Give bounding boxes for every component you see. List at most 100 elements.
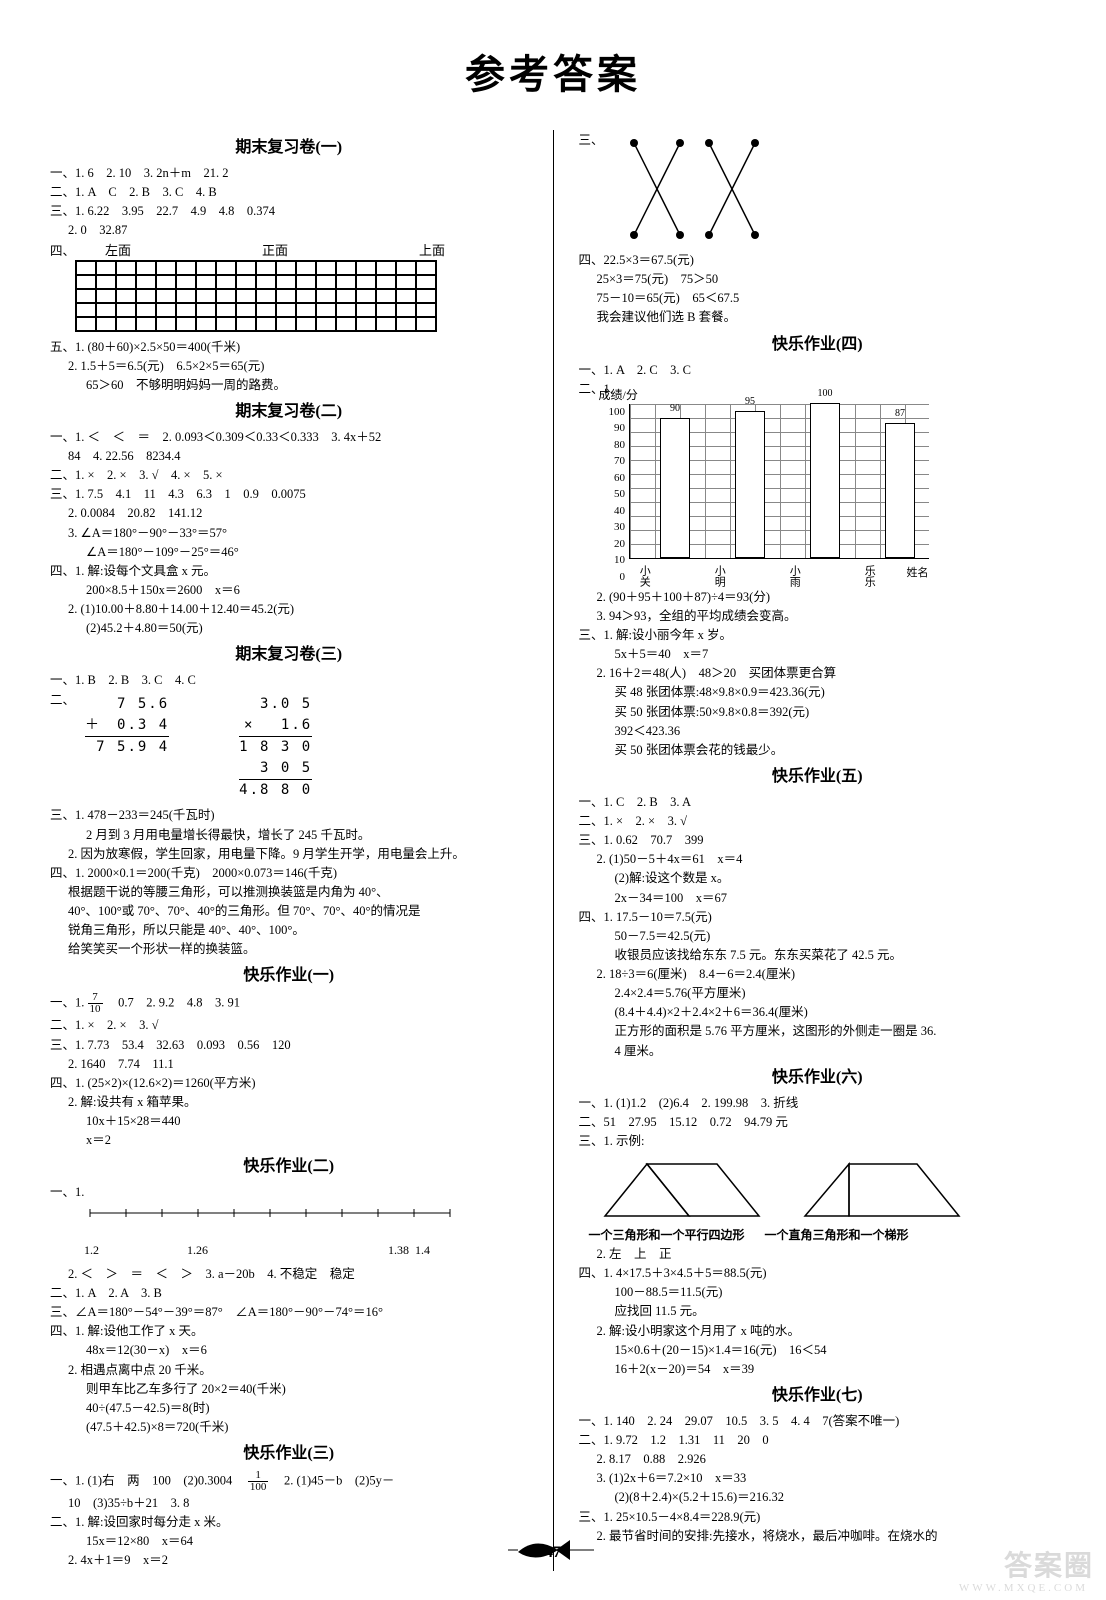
- text-line: 二、1. 9.72 1.2 1.31 11 20 0: [579, 1431, 1057, 1449]
- nl-label: 1.4: [415, 1241, 430, 1259]
- text-line: 买 48 张团体票:48×9.8×0.9＝423.36(元): [579, 683, 1057, 701]
- text-line: (2)(8＋2.4)×(5.2＋15.6)＝216.32: [579, 1488, 1057, 1506]
- shape-caption: 一个三角形和一个平行四边形: [589, 1226, 745, 1244]
- text-line: 三、1. 7.5 4.1 11 4.3 6.3 1 0.9 0.0075: [50, 485, 528, 503]
- text: 一、1.: [50, 996, 84, 1010]
- section-header: 快乐作业(二): [50, 1155, 528, 1179]
- text-line: 二、51 27.95 15.12 0.72 94.79 元: [579, 1113, 1057, 1131]
- text-line: 2x－34＝100 x＝67: [579, 889, 1057, 907]
- text-line: 3. 94＞93，全组的平均成绩会变高。: [579, 607, 1057, 625]
- text-line: 买 50 张团体票会花的钱最少。: [579, 741, 1057, 759]
- text-line: 40°、100°或 70°、70°、40°的三角形。但 70°、70°、40°的…: [50, 902, 528, 920]
- section-header: 期末复习卷(二): [50, 400, 528, 424]
- text-line: 我会建议他们选 B 套餐。: [579, 308, 1057, 326]
- chart-ylabel: 成绩/分: [599, 386, 638, 404]
- text: 0.7 2. 9.2 4.8 3. 91: [106, 996, 240, 1010]
- view-label: 左面: [105, 241, 131, 261]
- text-line: 200×8.5＋150x＝2600 x＝6: [50, 581, 528, 599]
- page-number: 47: [545, 1541, 561, 1565]
- section-header: 期末复习卷(三): [50, 643, 528, 667]
- two-column-layout: 期末复习卷(一) 一、1. 6 2. 10 3. 2n＋m 21. 2 二、1.…: [0, 130, 1106, 1571]
- calc-row: 7 5.6: [85, 694, 169, 715]
- calc-row: 1 8 3 0: [239, 736, 312, 758]
- text-line: 一、1. A 2. C 3. C: [579, 361, 1057, 379]
- right-triangle-trapezoid-icon: [799, 1158, 969, 1222]
- text-line: 2. 0 32.87: [50, 221, 528, 239]
- text-line: 正方形的面积是 5.76 平方厘米，这图形的外侧走一圈是 36.: [579, 1022, 1057, 1040]
- text-line: 一、1. 6 2. 10 3. 2n＋m 21. 2: [50, 164, 528, 182]
- text-line: 一、1. (1)右 两 100 (2)0.3004 1100 2. (1)45－…: [50, 1470, 528, 1493]
- text-line: 15x＝12×80 x＝64: [50, 1532, 528, 1550]
- view-label: 上面: [419, 241, 445, 261]
- text-line: 五、1. (80＋60)×2.5×50＝400(千米): [50, 338, 528, 356]
- text-line: 四、22.5×3＝67.5(元): [579, 251, 1057, 269]
- text-line: 4 厘米。: [579, 1042, 1057, 1060]
- text-line: 75－10＝65(元) 65＜67.5: [579, 289, 1057, 307]
- text-line: (2)解:设这个数是 x。: [579, 869, 1057, 887]
- text-line: 二、1. × 2. × 3. √: [579, 812, 1057, 830]
- text-line: 3. (1)2x＋6＝7.2×10 x＝33: [579, 1469, 1057, 1487]
- text-line: 一、1. 710 0.7 2. 9.2 4.8 3. 91: [50, 992, 528, 1015]
- fraction: 710: [88, 992, 103, 1015]
- nl-label: 1.2: [84, 1241, 99, 1259]
- text-line: 二、1. × 2. × 3. √: [50, 1016, 528, 1034]
- text-line: 四、1. 2000×0.1＝200(千克) 2000×0.073＝146(千克): [50, 864, 528, 882]
- text-line: 四、: [50, 242, 75, 336]
- text: 一、1. (1)右 两 100 (2)0.3004: [50, 1473, 245, 1487]
- text-line: 2. 因为放寒假，学生回家，用电量下降。9 月学生开学，用电量会上升。: [50, 845, 528, 863]
- text-line: 2. ＜ ＞ ＝ ＜ ＞ 3. a－20b 4. 不稳定 稳定: [50, 1265, 528, 1283]
- vertical-addition: 7 5.6 ＋ 0.3 4 7 5.9 4: [85, 694, 169, 758]
- text-line: 15×0.6＋(20－15)×1.4＝16(元) 16＜54: [579, 1341, 1057, 1359]
- text-line: 二、1. A 2. A 3. B: [50, 1284, 528, 1302]
- text-line: 一、1. 140 2. 24 29.07 10.5 3. 5 4. 4 7(答案…: [579, 1412, 1057, 1430]
- page-title: 参考答案: [0, 0, 1106, 130]
- text-line: 2. 左 上 正: [579, 1245, 1057, 1263]
- text-line: 二、: [50, 691, 75, 709]
- text-line: 2. 相遇点离中点 20 千米。: [50, 1361, 528, 1379]
- section-header: 快乐作业(一): [50, 964, 528, 988]
- text-line: 根据题干说的等腰三角形，可以推测换装篮是内角为 40°、: [50, 883, 528, 901]
- text-line: 2. 8.17 0.88 2.926: [579, 1450, 1057, 1468]
- section-header: 期末复习卷(一): [50, 136, 528, 160]
- text-line: 四、1. 解:设每个文具盒 x 元。: [50, 562, 528, 580]
- text-line: 50－7.5＝42.5(元): [579, 927, 1057, 945]
- text-line: 392＜423.36: [579, 722, 1057, 740]
- text-line: 2. 4x＋1＝9 x＝2: [50, 1551, 528, 1569]
- orthographic-grid: [75, 260, 437, 332]
- column-divider: [553, 130, 554, 1571]
- triangle-parallelogram-icon: [599, 1158, 769, 1222]
- text-line: 2. 解:设共有 x 箱苹果。: [50, 1093, 528, 1111]
- text-line: 四、1. 解:设他工作了 x 天。: [50, 1322, 528, 1340]
- bar-chart: 1009080706050403020100 909510087: [609, 404, 1057, 559]
- text-line: 三、∠A＝180°－54°－39°＝87° ∠A＝180°－90°－74°＝16…: [50, 1303, 528, 1321]
- text-line: x＝2: [50, 1131, 528, 1149]
- text-line: 5x＋5＝40 x＝7: [579, 645, 1057, 663]
- shape-examples: [599, 1158, 1057, 1222]
- text-line: 3. ∠A＝180°－90°－33°＝57°: [50, 524, 528, 542]
- watermark-url: WWW.MXQE.COM: [959, 1580, 1088, 1597]
- text-line: 10x＋15×28＝440: [50, 1112, 528, 1130]
- text-line: 65＞60 不够明明妈妈一周的路费。: [50, 376, 528, 394]
- text-line: 一、1. (1)1.2 (2)6.4 2. 199.98 3. 折线: [579, 1094, 1057, 1112]
- text-line: 2.4×2.4＝5.76(平方厘米): [579, 984, 1057, 1002]
- view-label: 正面: [262, 241, 288, 261]
- text-line: 三、1. 0.62 70.7 399: [579, 831, 1057, 849]
- text-line: 一、1. C 2. B 3. A: [579, 793, 1057, 811]
- calc-row: 4.8 8 0: [239, 779, 312, 801]
- text-line: 锐角三角形，所以只能是 40°、40°、100°。: [50, 921, 528, 939]
- nl-label: 1.26: [187, 1241, 208, 1259]
- text-line: 二、1. A C 2. B 3. C 4. B: [50, 183, 528, 201]
- section-header: 快乐作业(六): [579, 1066, 1057, 1090]
- calc-row: × 1.6: [239, 715, 312, 736]
- section-header: 快乐作业(三): [50, 1442, 528, 1466]
- text-line: 25×3＝75(元) 75＞50: [579, 270, 1057, 288]
- text-line: 三、1. 478－233＝245(千瓦时): [50, 806, 528, 824]
- text-line: 16＋2(x－20)＝54 x＝39: [579, 1360, 1057, 1378]
- text-line: 一、1. ＜ ＜ ＝ 2. 0.093＜0.309＜0.33＜0.333 3. …: [50, 428, 528, 446]
- x-axis-labels: 小关小明小雨乐乐: [607, 565, 907, 587]
- text-line: 100－88.5＝11.5(元): [579, 1283, 1057, 1301]
- chart-grid: 909510087: [629, 404, 929, 559]
- text-line: 2. 18÷3＝6(厘米) 8.4－6＝2.4(厘米): [579, 965, 1057, 983]
- vertical-multiplication: 3.0 5 × 1.6 1 8 3 0 3 0 5 4.8 8 0: [239, 694, 312, 801]
- text-line: 三、1. 示例:: [579, 1132, 1057, 1150]
